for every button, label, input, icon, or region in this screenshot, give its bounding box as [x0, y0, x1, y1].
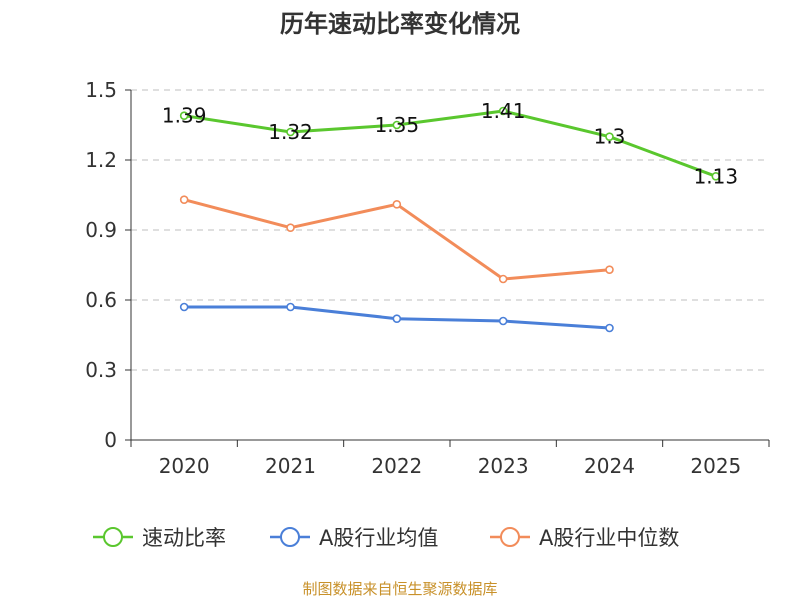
data-point[interactable]: [392, 314, 402, 323]
data-point[interactable]: [286, 223, 295, 232]
y-tick-label: 1.2: [85, 148, 117, 172]
data-label: 1.41: [481, 99, 526, 123]
legend-label: 速动比率: [142, 526, 226, 550]
data-label: 1.39: [162, 104, 207, 128]
y-tick-label: 0: [104, 428, 117, 452]
series-line: [182, 109, 718, 178]
legend-label: A股行业中位数: [539, 526, 679, 550]
legend-marker: [280, 527, 300, 547]
data-point[interactable]: [286, 127, 295, 137]
legend-item[interactable]: A股行业均值: [270, 526, 438, 550]
data-point[interactable]: [179, 302, 189, 312]
y-tick-label: 0.3: [85, 358, 117, 382]
data-point[interactable]: [498, 106, 508, 116]
y-tick-label: 1.5: [85, 78, 117, 102]
x-tick-label: 2021: [265, 454, 316, 478]
data-point[interactable]: [711, 172, 721, 181]
data-point[interactable]: [392, 120, 402, 130]
data-point[interactable]: [605, 132, 614, 141]
legend-marker: [500, 527, 520, 547]
series-line: [182, 198, 611, 281]
x-tick-label: 2025: [690, 454, 741, 478]
data-point[interactable]: [605, 265, 614, 274]
legend-item[interactable]: A股行业中位数: [490, 526, 679, 550]
chart-title: 历年速动比率变化情况: [280, 10, 520, 38]
data-point[interactable]: [498, 274, 508, 284]
y-tick-label: 0.9: [85, 218, 117, 242]
data-label: 1.13: [694, 164, 739, 188]
data-label: 1.3: [594, 125, 626, 149]
source-note: 制图数据来自恒生聚源数据库: [302, 580, 497, 598]
data-point[interactable]: [179, 111, 189, 120]
x-tick-label: 2022: [371, 454, 422, 478]
data-label: 1.35: [375, 113, 420, 137]
x-tick-label: 2023: [478, 454, 529, 478]
data-point[interactable]: [498, 316, 508, 326]
data-point[interactable]: [286, 302, 295, 312]
legend-item[interactable]: 速动比率: [93, 526, 226, 550]
data-point[interactable]: [392, 200, 402, 209]
data-point[interactable]: [605, 323, 614, 333]
x-tick-label: 2020: [159, 454, 210, 478]
legend-marker: [103, 527, 123, 547]
data-label: 1.32: [268, 120, 313, 144]
y-tick-label: 0.6: [85, 288, 117, 312]
data-point[interactable]: [179, 195, 189, 204]
legend-label: A股行业均值: [319, 526, 438, 550]
x-tick-label: 2024: [584, 454, 635, 478]
